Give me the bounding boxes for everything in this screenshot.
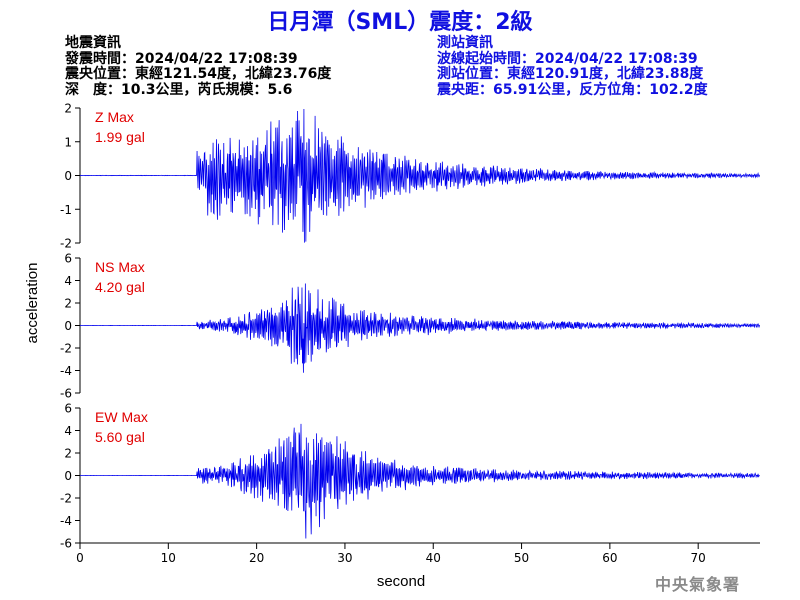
max-value-Z: 1.99 gal bbox=[95, 129, 145, 145]
earthquake-info-block: 地震資訊 發震時間：2024/04/22 17:08:39 震央位置：東經121.5… bbox=[65, 35, 332, 98]
y-tick-label-Z: 2 bbox=[64, 102, 72, 116]
y-tick-label-Z: -2 bbox=[60, 237, 72, 251]
x-tick-label: 70 bbox=[691, 551, 706, 565]
y-tick-label-Z: 0 bbox=[64, 169, 72, 183]
y-tick-label-NS: 2 bbox=[64, 297, 72, 311]
distance-azimuth-text: 震央距：65.91公里，反方位角：102.2度 bbox=[437, 81, 708, 98]
x-tick-label: 10 bbox=[161, 551, 176, 565]
max-value-EW: 5.60 gal bbox=[95, 429, 145, 445]
x-axis-label: second bbox=[377, 573, 425, 590]
y-tick-label-EW: -6 bbox=[60, 537, 72, 551]
wave-start-time-text: 波線起始時間：2024/04/22 17:08:39 bbox=[437, 50, 698, 67]
y-tick-label-NS: -6 bbox=[60, 387, 72, 401]
epicenter-text: 震央位置：東經121.54度，北緯23.76度 bbox=[65, 66, 332, 82]
waveform-trace-EW bbox=[79, 423, 760, 539]
y-tick-label-NS: 6 bbox=[64, 252, 72, 266]
earthquake-info-heading: 地震資訊 bbox=[65, 35, 121, 51]
x-tick-label: 20 bbox=[249, 551, 264, 565]
origin-time-text: 發震時間：2024/04/22 17:08:39 bbox=[65, 50, 298, 67]
waveform-trace-NS bbox=[79, 283, 760, 373]
depth-magnitude-text: 深 度：10.3公里，芮氏規模：5.6 bbox=[65, 81, 293, 98]
agency-label: 中央氣象署 bbox=[655, 575, 741, 594]
station-location-text: 測站位置：東經120.91度，北緯23.88度 bbox=[437, 66, 704, 82]
page-title: 日月潭（SML）震度：2級 bbox=[267, 10, 533, 35]
x-tick-label: 0 bbox=[76, 551, 84, 565]
max-label-NS: NS Max bbox=[95, 259, 145, 275]
x-tick-label: 30 bbox=[337, 551, 352, 565]
y-tick-label-NS: -2 bbox=[60, 342, 72, 356]
y-tick-label-EW: -2 bbox=[60, 492, 72, 506]
y-tick-label-Z: -1 bbox=[60, 203, 72, 217]
y-tick-label-EW: 0 bbox=[64, 469, 72, 483]
station-info-heading: 測站資訊 bbox=[437, 35, 493, 51]
y-tick-label-EW: -4 bbox=[60, 514, 72, 528]
x-tick-label: 40 bbox=[426, 551, 441, 565]
y-tick-label-Z: 1 bbox=[64, 135, 72, 149]
x-tick-label: 60 bbox=[602, 551, 617, 565]
max-label-EW: EW Max bbox=[95, 409, 148, 425]
station-info-block: 測站資訊 波線起始時間：2024/04/22 17:08:39 測站位置：東經120… bbox=[437, 35, 708, 98]
y-tick-label-NS: -4 bbox=[60, 364, 72, 378]
y-tick-label-NS: 4 bbox=[64, 274, 72, 288]
y-tick-label-NS: 0 bbox=[64, 319, 72, 333]
y-tick-label-EW: 2 bbox=[64, 447, 72, 461]
y-axis-label: acceleration bbox=[24, 263, 41, 344]
x-tick-label: 50 bbox=[514, 551, 529, 565]
max-label-Z: Z Max bbox=[95, 109, 134, 125]
y-tick-label-EW: 4 bbox=[64, 424, 72, 438]
y-tick-label-EW: 6 bbox=[64, 402, 72, 416]
waveform-trace-Z bbox=[79, 109, 760, 243]
max-value-NS: 4.20 gal bbox=[95, 279, 145, 295]
